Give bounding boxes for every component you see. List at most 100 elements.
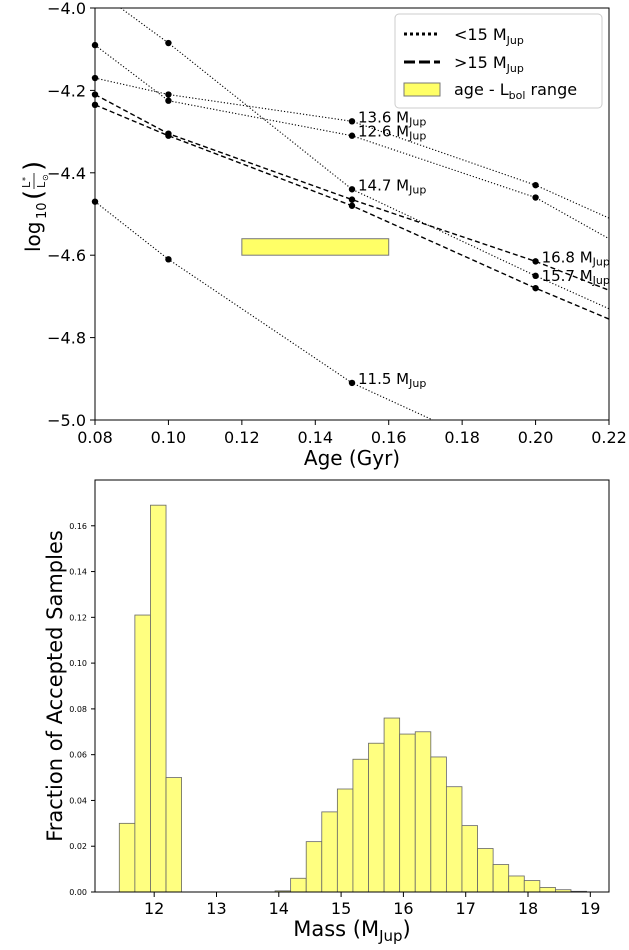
top-ytick-label-3: −4.6 — [47, 246, 86, 265]
series-0-point-3 — [532, 181, 539, 189]
top-ytick-label-2: −4.4 — [47, 164, 86, 183]
series-3-point-3 — [532, 258, 539, 265]
series-line-2 — [120, 8, 609, 310]
age-lbol-range-box — [241, 238, 390, 256]
top-plot-frame — [94, 7, 610, 421]
top-xtick-label-3: 0.14 — [297, 428, 333, 447]
series-1-point-2 — [348, 132, 356, 139]
y-label-denominator: L — [35, 181, 48, 188]
histogram-bar-16 — [461, 825, 478, 893]
histogram-bar-7 — [321, 811, 338, 893]
series-3-point-2 — [348, 196, 356, 203]
top-xtick-label-6: 0.20 — [518, 428, 554, 447]
top-xtick-label-1: 0.10 — [151, 428, 187, 447]
bottom-xtick-label-7: 19 — [580, 899, 600, 918]
top-ytick-label-5: −5.0 — [47, 411, 86, 430]
bottom-ytick-label-7: 0.14 — [69, 568, 87, 577]
bottom-ytick-label-0: 0.00 — [69, 888, 87, 897]
histogram-bar-9 — [352, 758, 369, 893]
legend-swatch-box — [403, 82, 441, 97]
bottom-xtick-label-0: 12 — [144, 899, 164, 918]
series-label-5: 11.5 MJup — [358, 370, 426, 390]
series-label-2: 14.7 MJup — [358, 176, 426, 196]
histogram-bar-19 — [508, 875, 525, 893]
histogram-bar-2 — [150, 504, 167, 893]
histogram-bar-18 — [492, 864, 510, 893]
top-ytick-label-0: −4.0 — [47, 0, 86, 18]
legend-frame — [394, 13, 603, 109]
y-label-numerator-sub: * — [21, 177, 30, 181]
series-label-3: 16.8 MJup — [542, 248, 610, 268]
y-label-log-sub: 10 — [35, 202, 50, 219]
top-xtick-label-5: 0.18 — [444, 428, 480, 447]
top-legend: <15 MJup >15 MJup age - Lbol range — [394, 13, 603, 109]
series-2-point-1 — [348, 186, 356, 193]
bottom-xtick-label-6: 18 — [518, 899, 538, 918]
series-0-point-1 — [165, 91, 172, 98]
top-xtick-label-7: 0.22 — [591, 428, 627, 447]
series-5-point-1 — [165, 256, 172, 263]
bottom-ytick-label-8: 0.16 — [69, 522, 87, 531]
histogram-bar-11 — [383, 717, 401, 893]
bottom-xtick-label-1: 13 — [206, 899, 226, 918]
series-line-3 — [95, 93, 609, 291]
bottom-ytick-label-5: 0.10 — [69, 659, 87, 668]
series-5-point-2 — [348, 379, 356, 387]
top-xtick-label-2: 0.12 — [224, 428, 260, 447]
y-label-close-paren: ) — [19, 161, 49, 171]
histogram-bar-3 — [165, 777, 183, 893]
histogram-bar-20 — [523, 880, 541, 893]
series-2-point-0 — [165, 39, 172, 47]
bottom-xtick-label-5: 17 — [456, 899, 476, 918]
histogram-bar-10 — [368, 742, 385, 893]
y-label-denominator-sub: ⊙ — [41, 174, 50, 181]
y-label-open-paren: ( — [19, 190, 49, 200]
y-label-numerator: L — [20, 181, 33, 188]
bottom-x-axis-label: Mass (MJup) — [293, 917, 411, 945]
series-0-point-2 — [348, 118, 356, 125]
mass-histogram-chart: 12 13 14 15 16 17 18 19 0.00 0.02 0.04 0.06 0.08 0.10… — [43, 479, 610, 945]
series-4-point-1 — [165, 132, 172, 139]
bottom-ytick-label-1: 0.02 — [69, 842, 87, 851]
series-label-1: 12.6 MJup — [358, 123, 426, 143]
top-x-axis-label: Age (Gyr) — [304, 446, 400, 470]
histogram-bar-21 — [539, 887, 556, 893]
bottom-ytick-label-6: 0.12 — [69, 613, 87, 622]
series-4-point-2 — [348, 202, 356, 209]
bottom-ytick-label-3: 0.06 — [69, 751, 87, 760]
bottom-xtick-label-3: 15 — [331, 899, 351, 918]
series-label-4: 15.7 MJup — [542, 267, 610, 287]
histogram-bar-5 — [290, 877, 307, 893]
bottom-y-axis-label: Fraction of Accepted Samples — [43, 530, 67, 842]
series-1-point-3 — [532, 194, 539, 201]
top-xtick-label-0: 0.08 — [77, 428, 113, 447]
series-4-point-3 — [532, 284, 539, 292]
top-ytick-label-4: −4.8 — [47, 329, 86, 348]
bottom-y-axis-label-group: Fraction of Accepted Samples — [43, 530, 67, 842]
y-label-log: log — [21, 222, 45, 253]
bottom-xtick-label-2: 14 — [269, 899, 289, 918]
histogram-bar-14 — [430, 756, 447, 893]
histogram-bar-6 — [305, 841, 323, 893]
series-label-0: 13.6 MJup — [358, 108, 426, 128]
legend-label-2: age - Lbol range — [454, 80, 577, 102]
series-2-point-2 — [532, 272, 539, 279]
histogram-bar-8 — [336, 788, 354, 893]
top-ytick-label-1: −4.2 — [47, 81, 86, 100]
histogram-bar-17 — [477, 848, 494, 893]
legend-label-1: >15 MJup — [454, 53, 524, 75]
series-line-5 — [95, 201, 434, 420]
bottom-plot-frame — [94, 479, 610, 893]
series-1-point-1 — [165, 97, 172, 104]
legend-label-0: <15 MJup — [454, 25, 524, 47]
histogram-bar-12 — [399, 733, 416, 893]
bottom-ytick-label-4: 0.08 — [69, 705, 87, 714]
histogram-bar-13 — [414, 731, 432, 893]
top-xtick-label-4: 0.16 — [371, 428, 407, 447]
bottom-xtick-label-4: 16 — [393, 899, 413, 918]
histogram-bar-1 — [134, 614, 151, 893]
histogram-bar-15 — [445, 786, 463, 893]
